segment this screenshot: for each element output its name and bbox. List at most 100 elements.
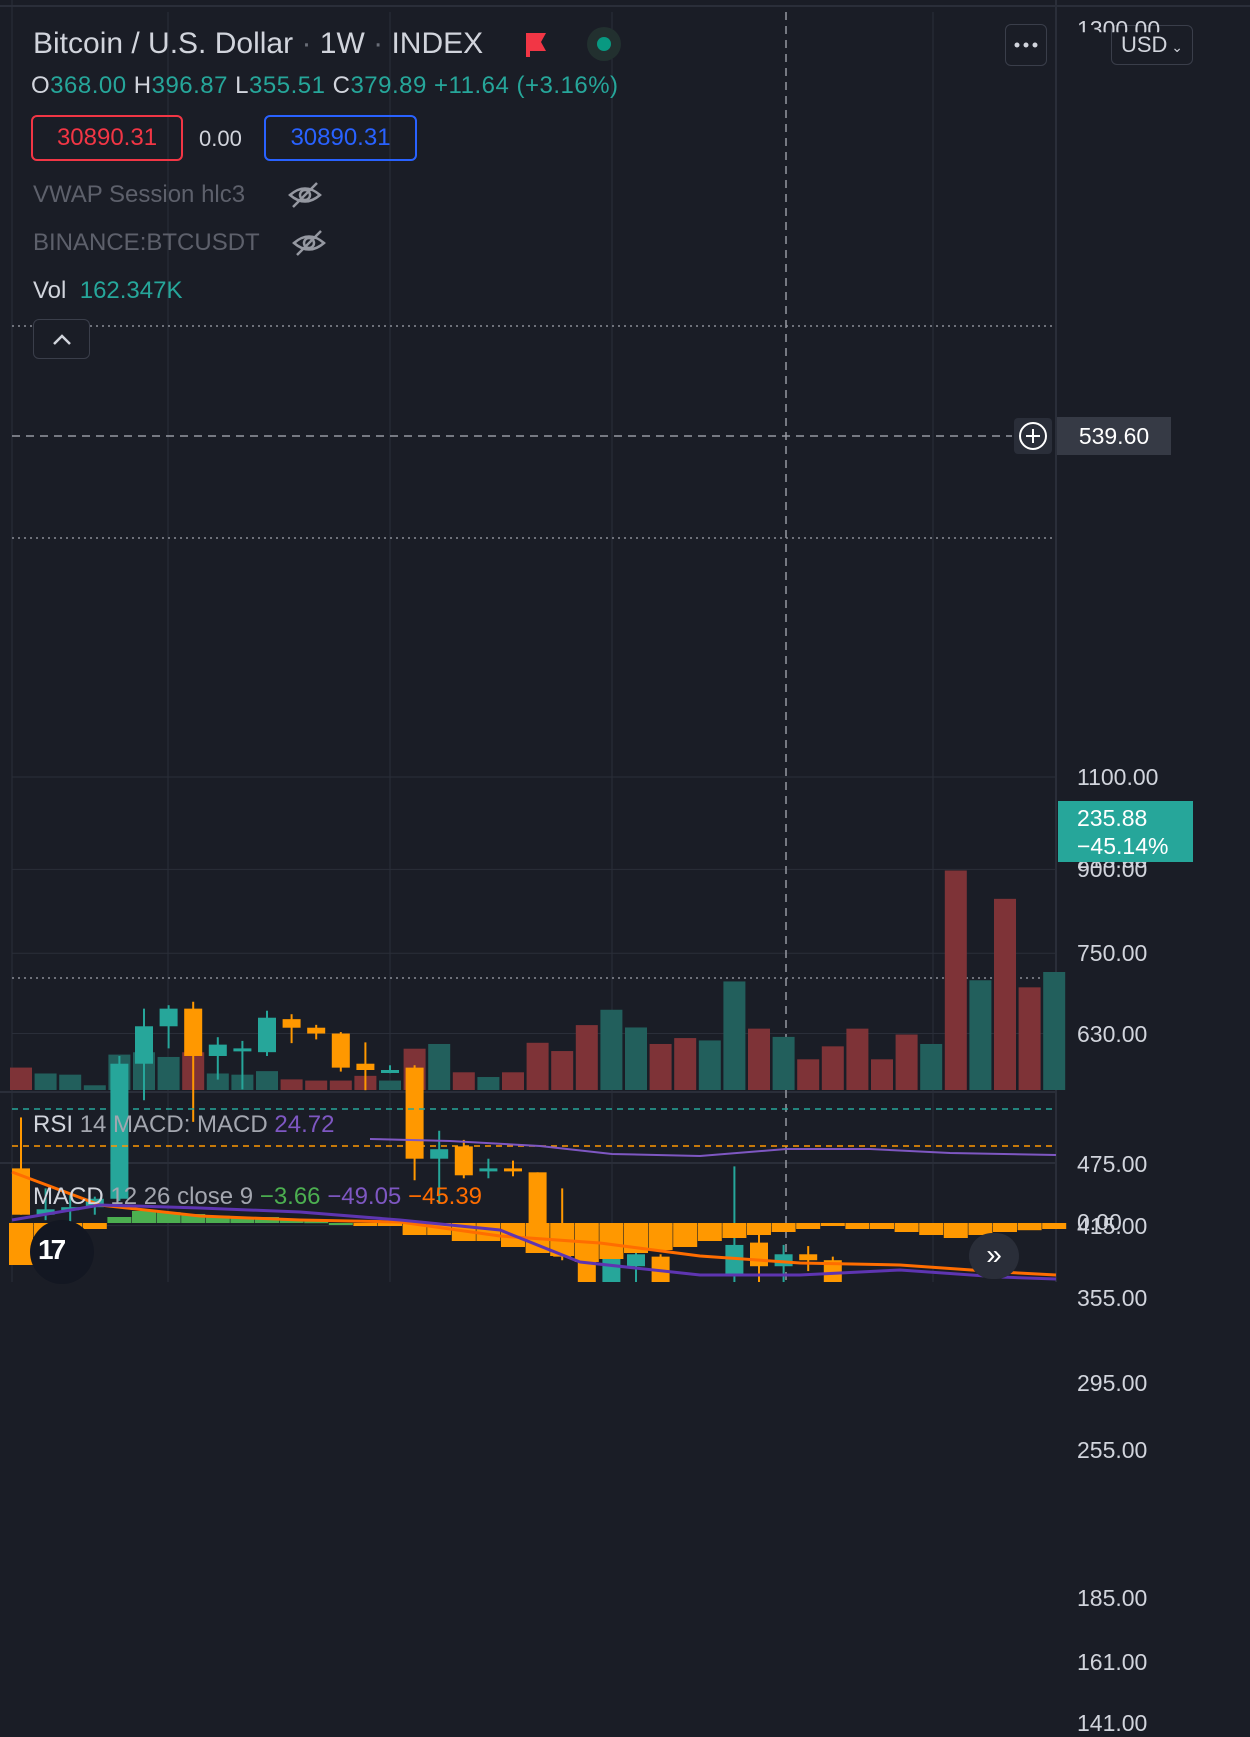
- macd-histogram-bar: [230, 1217, 255, 1223]
- candle-body: [356, 1063, 375, 1071]
- macd-histogram-bar: [304, 1221, 329, 1224]
- eye-hidden-icon[interactable]: [291, 228, 327, 258]
- macd-histogram-bar: [353, 1223, 378, 1226]
- candle-body: [381, 1070, 399, 1074]
- eye-hidden-icon[interactable]: [287, 180, 323, 210]
- volume-bar: [305, 1080, 328, 1090]
- candle-body: [823, 1260, 842, 1282]
- rsi-name: RSI: [33, 1111, 74, 1138]
- candle-body: [233, 1048, 252, 1052]
- volume-label: Vol: [33, 277, 67, 304]
- macd-signal-value: −45.39: [407, 1183, 483, 1210]
- macd-histogram-bar: [845, 1223, 870, 1229]
- interval[interactable]: 1W: [319, 27, 365, 60]
- symbol-name[interactable]: Bitcoin / U.S. Dollar: [33, 27, 294, 60]
- volume-bar: [1043, 972, 1066, 1090]
- rsi-params: 14 MACD: MACD: [79, 1111, 268, 1138]
- candle-body: [12, 1168, 30, 1215]
- price-tick: 161.00: [1077, 1648, 1148, 1675]
- volume-bar: [83, 1085, 106, 1090]
- macd-histogram-bar: [870, 1223, 894, 1229]
- macd-histogram-bar: [181, 1214, 206, 1223]
- volume-bar: [723, 981, 746, 1090]
- macd-histogram-bar: [894, 1223, 919, 1232]
- crosshair-price-marker[interactable]: 539.60: [1013, 417, 1171, 455]
- candle-body: [774, 1254, 793, 1267]
- buy-button[interactable]: 30890.31: [264, 115, 417, 161]
- rsi-line: [369, 1138, 1057, 1158]
- volume-bar: [1018, 987, 1041, 1090]
- more-horizontal-icon: [1014, 42, 1038, 48]
- tradingview-logo[interactable]: 17: [30, 1220, 94, 1284]
- macd-histogram-bar: [993, 1223, 1017, 1232]
- vwap-indicator-label[interactable]: VWAP Session hlc3: [33, 181, 246, 208]
- volume-bar: [748, 1028, 770, 1090]
- logo-mark: 17: [38, 1234, 66, 1265]
- volume-bar: [34, 1073, 57, 1090]
- macd-histogram-bar: [132, 1211, 156, 1223]
- macd-signal-line: [11, 1170, 1057, 1277]
- volume-bar: [625, 1027, 647, 1090]
- volume-bar: [772, 1036, 795, 1090]
- spread-value: 0.00: [199, 126, 242, 151]
- double-chevron-right-icon: »: [986, 1239, 1002, 1270]
- candle-body: [208, 1044, 227, 1056]
- price-tick: 295.00: [1077, 1369, 1148, 1396]
- candle-body: [405, 1067, 424, 1159]
- macd-histogram-bar: [1017, 1223, 1042, 1231]
- volume-bar: [526, 1042, 549, 1090]
- macd-histogram-bar: [722, 1223, 747, 1238]
- scroll-to-realtime-button[interactable]: »: [969, 1233, 1019, 1279]
- volume-bar: [206, 1073, 229, 1090]
- last-price-change: −45.14%: [1077, 833, 1169, 859]
- macd-histogram-bar: [820, 1223, 845, 1226]
- candle-body: [799, 1254, 818, 1261]
- close-label: C: [332, 72, 351, 99]
- market-status-icon[interactable]: [584, 24, 624, 64]
- candle-body: [184, 1008, 203, 1056]
- sell-button[interactable]: 30890.31: [31, 115, 183, 161]
- volume-bar: [59, 1074, 82, 1090]
- compare-symbol-label[interactable]: BINANCE:BTCUSDT: [33, 229, 260, 256]
- macd-histogram-bar: [673, 1223, 698, 1247]
- flag-icon[interactable]: [522, 30, 552, 60]
- price-tick: 355.00: [1077, 1284, 1148, 1311]
- candle-body: [36, 1209, 55, 1215]
- volume-bar: [10, 1067, 32, 1090]
- volume-bar: [575, 1025, 598, 1090]
- macd-zero-tick: 0.00: [1077, 1209, 1122, 1235]
- volume-bar: [698, 1040, 721, 1090]
- add-plus-icon[interactable]: [1013, 417, 1053, 455]
- candle-body: [331, 1033, 350, 1068]
- volume-bar: [280, 1079, 303, 1090]
- price-chart[interactable]: [0, 0, 1250, 1282]
- currency-value: USD: [1120, 32, 1168, 57]
- last-price-value: 235.88: [1077, 805, 1148, 831]
- candle-body: [479, 1168, 498, 1172]
- symbol-title[interactable]: Bitcoin / U.S. Dollar · 1W · INDEX: [33, 27, 483, 61]
- volume-bar: [600, 1009, 623, 1090]
- rsi-legend[interactable]: RSI 14 MACD: MACD 24.72: [33, 1111, 334, 1139]
- exchange[interactable]: INDEX: [391, 27, 484, 60]
- currency-select[interactable]: USD ⌄: [1111, 25, 1193, 65]
- volume-bar: [821, 1046, 844, 1090]
- price-tick: 415.00: [1077, 1212, 1148, 1239]
- macd-histogram-bar: [771, 1223, 796, 1232]
- macd-histogram-bar: [378, 1223, 402, 1226]
- macd-legend[interactable]: MACD 12 26 close 9 −3.66 −49.05 −45.39: [33, 1183, 482, 1211]
- candle-body: [282, 1019, 301, 1028]
- collapse-legend-button[interactable]: [33, 319, 90, 359]
- high-label: H: [133, 72, 152, 99]
- more-options-button[interactable]: [1005, 24, 1047, 66]
- price-tick: 475.00: [1077, 1150, 1148, 1177]
- volume-bar: [969, 980, 992, 1090]
- candle-body: [725, 1244, 744, 1277]
- price-tick: 750.00: [1077, 940, 1148, 967]
- volume-bar: [797, 1059, 820, 1090]
- candle-body: [504, 1168, 522, 1172]
- volume-bar: [452, 1072, 475, 1090]
- price-tick: 185.00: [1077, 1584, 1148, 1611]
- macd-hist-value: −3.66: [259, 1183, 321, 1210]
- macd-histogram-bar: [9, 1223, 33, 1265]
